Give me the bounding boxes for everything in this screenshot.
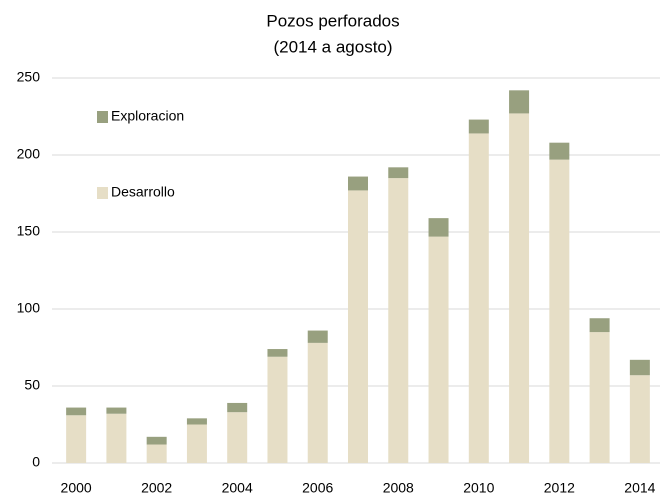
bar-segment [589, 332, 610, 463]
bar-segment [629, 359, 650, 376]
bar-segment [66, 415, 87, 463]
x-tick-label: 2006 [302, 480, 333, 494]
bar-segment [509, 90, 530, 114]
chart-title: Pozos perforados [266, 11, 399, 30]
bar-segment [146, 444, 167, 463]
y-tick-label: 150 [17, 223, 41, 239]
chart-subtitle: (2014 a agosto) [273, 37, 392, 56]
x-tick-label: 2010 [463, 480, 494, 494]
y-tick-label: 0 [32, 454, 40, 470]
x-tick-label: 2004 [222, 480, 253, 494]
bar-segment [267, 349, 288, 357]
bar-segment [227, 412, 248, 463]
x-tick-label: 2014 [624, 480, 655, 494]
bar-segment [186, 418, 207, 425]
legend-label: Desarrollo [111, 184, 175, 200]
y-tick-label: 100 [17, 300, 41, 316]
legend-swatch [97, 187, 108, 199]
bar-segment [348, 176, 368, 191]
bar-segment [388, 167, 409, 179]
bar-segment [146, 436, 167, 445]
x-tick-label: 2008 [383, 480, 414, 494]
bar-segment [66, 407, 87, 416]
bar-segment [509, 113, 530, 464]
y-tick-label: 50 [24, 377, 40, 393]
bar-segment [428, 236, 449, 463]
bar-segment [428, 218, 449, 237]
bar-segment [348, 190, 368, 464]
x-tick-label: 2002 [141, 480, 172, 494]
bar-segment [307, 330, 328, 343]
bar-segment [267, 356, 288, 463]
bar-segment [629, 375, 650, 463]
bar-segment [307, 342, 328, 463]
bar-segment [186, 424, 207, 463]
x-tick-label: 2012 [544, 480, 575, 494]
bar-segment [468, 119, 489, 134]
bar-segment [388, 178, 409, 463]
y-tick-label: 250 [17, 69, 41, 85]
bar-segment [589, 318, 610, 333]
y-tick-label: 200 [17, 146, 41, 162]
bar-segment [106, 413, 127, 463]
x-tick-label: 2000 [61, 480, 92, 494]
bar-segment [549, 142, 570, 160]
bar-segment [106, 407, 127, 414]
bar-segment [227, 402, 248, 413]
bar-segment [549, 159, 570, 463]
bar-segment [468, 133, 489, 463]
legend-swatch [97, 111, 108, 123]
legend-label: Exploracion [111, 108, 184, 124]
